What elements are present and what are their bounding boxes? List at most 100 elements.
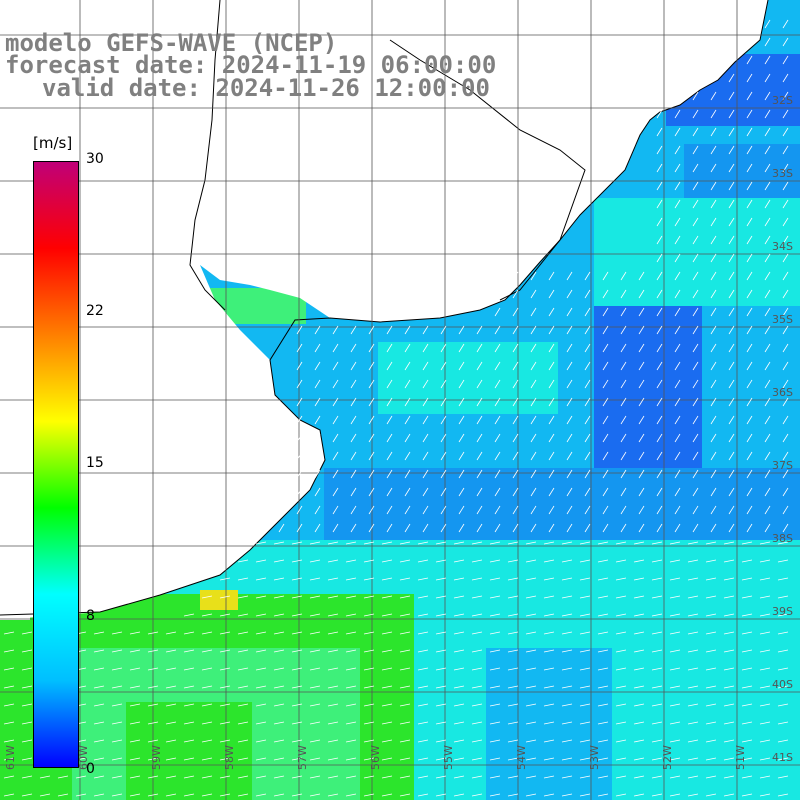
wind-arrow (597, 667, 609, 671)
wind-cell (396, 342, 414, 360)
wind-cell (540, 486, 558, 504)
wind-arrow (782, 505, 789, 515)
wind-arrow (381, 613, 393, 617)
wind-cell (774, 774, 792, 792)
wind-arrow (525, 577, 537, 581)
wind-arrow (705, 739, 717, 743)
wind-arrow (602, 469, 609, 479)
wind-cell (522, 576, 540, 594)
wind-cell (756, 648, 774, 666)
wind-cell (486, 648, 504, 666)
wind-cell (414, 396, 432, 414)
wind-arrow (147, 649, 159, 653)
wind-cell (504, 486, 522, 504)
wind-cell (738, 630, 756, 648)
wind-cell (792, 504, 800, 522)
wind-arrow (597, 649, 609, 653)
wind-cell (360, 648, 378, 666)
wind-cell (126, 738, 144, 756)
wind-cell (558, 252, 576, 270)
wind-cell (720, 324, 738, 342)
wind-arrow (350, 505, 357, 515)
wind-arrow (746, 469, 753, 479)
wind-cell (414, 666, 432, 684)
wind-arrow (777, 613, 789, 617)
wind-arrow (674, 289, 681, 299)
wind-cell (720, 432, 738, 450)
wind-arrow (548, 433, 555, 443)
wind-arrow (147, 721, 159, 725)
wind-arrow (494, 397, 501, 407)
wind-cell (324, 630, 342, 648)
wind-cell (612, 594, 630, 612)
wind-arrow (764, 55, 771, 65)
wind-cell (756, 540, 774, 558)
wind-arrow (692, 487, 699, 497)
wind-arrow (777, 649, 789, 653)
wind-arrow (21, 775, 33, 779)
wind-cell (414, 576, 432, 594)
wind-arrow (525, 721, 537, 725)
wind-arrow (417, 577, 429, 581)
wind-cell (684, 738, 702, 756)
wind-arrow (759, 631, 771, 635)
wind-cell (738, 522, 756, 540)
wind-arrow (255, 721, 267, 725)
wind-arrow (728, 37, 735, 47)
lat-label: 33S (772, 167, 793, 180)
wind-cell (468, 558, 486, 576)
colorbar-tick-30: 30 (86, 151, 104, 167)
wind-cell (648, 558, 666, 576)
wind-arrow (332, 487, 339, 497)
wind-cell (684, 612, 702, 630)
wind-cell (702, 126, 720, 144)
wind-arrow (183, 685, 195, 689)
wind-arrow (435, 793, 447, 797)
wind-arrow (345, 685, 357, 689)
wind-cell (630, 360, 648, 378)
wind-cell (360, 396, 378, 414)
wind-arrow (458, 505, 465, 515)
wind-cell (666, 738, 684, 756)
wind-cell (558, 432, 576, 450)
wind-cell (684, 414, 702, 432)
wind-cell (90, 702, 108, 720)
wind-arrow (404, 523, 411, 533)
wind-cell (648, 450, 666, 468)
wind-arrow (494, 307, 501, 317)
wind-arrow (741, 775, 753, 779)
wind-arrow (692, 433, 699, 443)
wind-cell (720, 270, 738, 288)
wind-cell (270, 576, 288, 594)
colorbar-tick-22: 22 (86, 303, 104, 319)
wind-arrow (620, 487, 627, 497)
wind-cell (288, 540, 306, 558)
wind-arrow (273, 721, 285, 725)
wind-arrow (440, 397, 447, 407)
wind-cell (216, 630, 234, 648)
wind-cell (684, 144, 702, 162)
wind-arrow (489, 541, 501, 545)
wind-cell (522, 792, 540, 800)
wind-cell (756, 126, 774, 144)
wind-cell (450, 594, 468, 612)
wind-arrow (764, 505, 771, 515)
wind-arrow (692, 451, 699, 461)
wind-arrow (656, 91, 663, 101)
wind-arrow (381, 703, 393, 707)
wind-cell (666, 432, 684, 450)
wind-arrow (327, 757, 339, 761)
wind-arrow (561, 685, 573, 689)
wind-cell (486, 684, 504, 702)
wind-arrow (656, 145, 663, 155)
wind-arrow (3, 685, 15, 689)
wind-arrow (201, 667, 213, 671)
wind-cell (162, 774, 180, 792)
wind-cell (522, 342, 540, 360)
lat-label: 36S (772, 386, 793, 399)
wind-arrow (602, 361, 609, 371)
wind-cell (558, 648, 576, 666)
wind-arrow (692, 181, 699, 191)
wind-arrow (93, 667, 105, 671)
wind-arrow (584, 271, 591, 281)
